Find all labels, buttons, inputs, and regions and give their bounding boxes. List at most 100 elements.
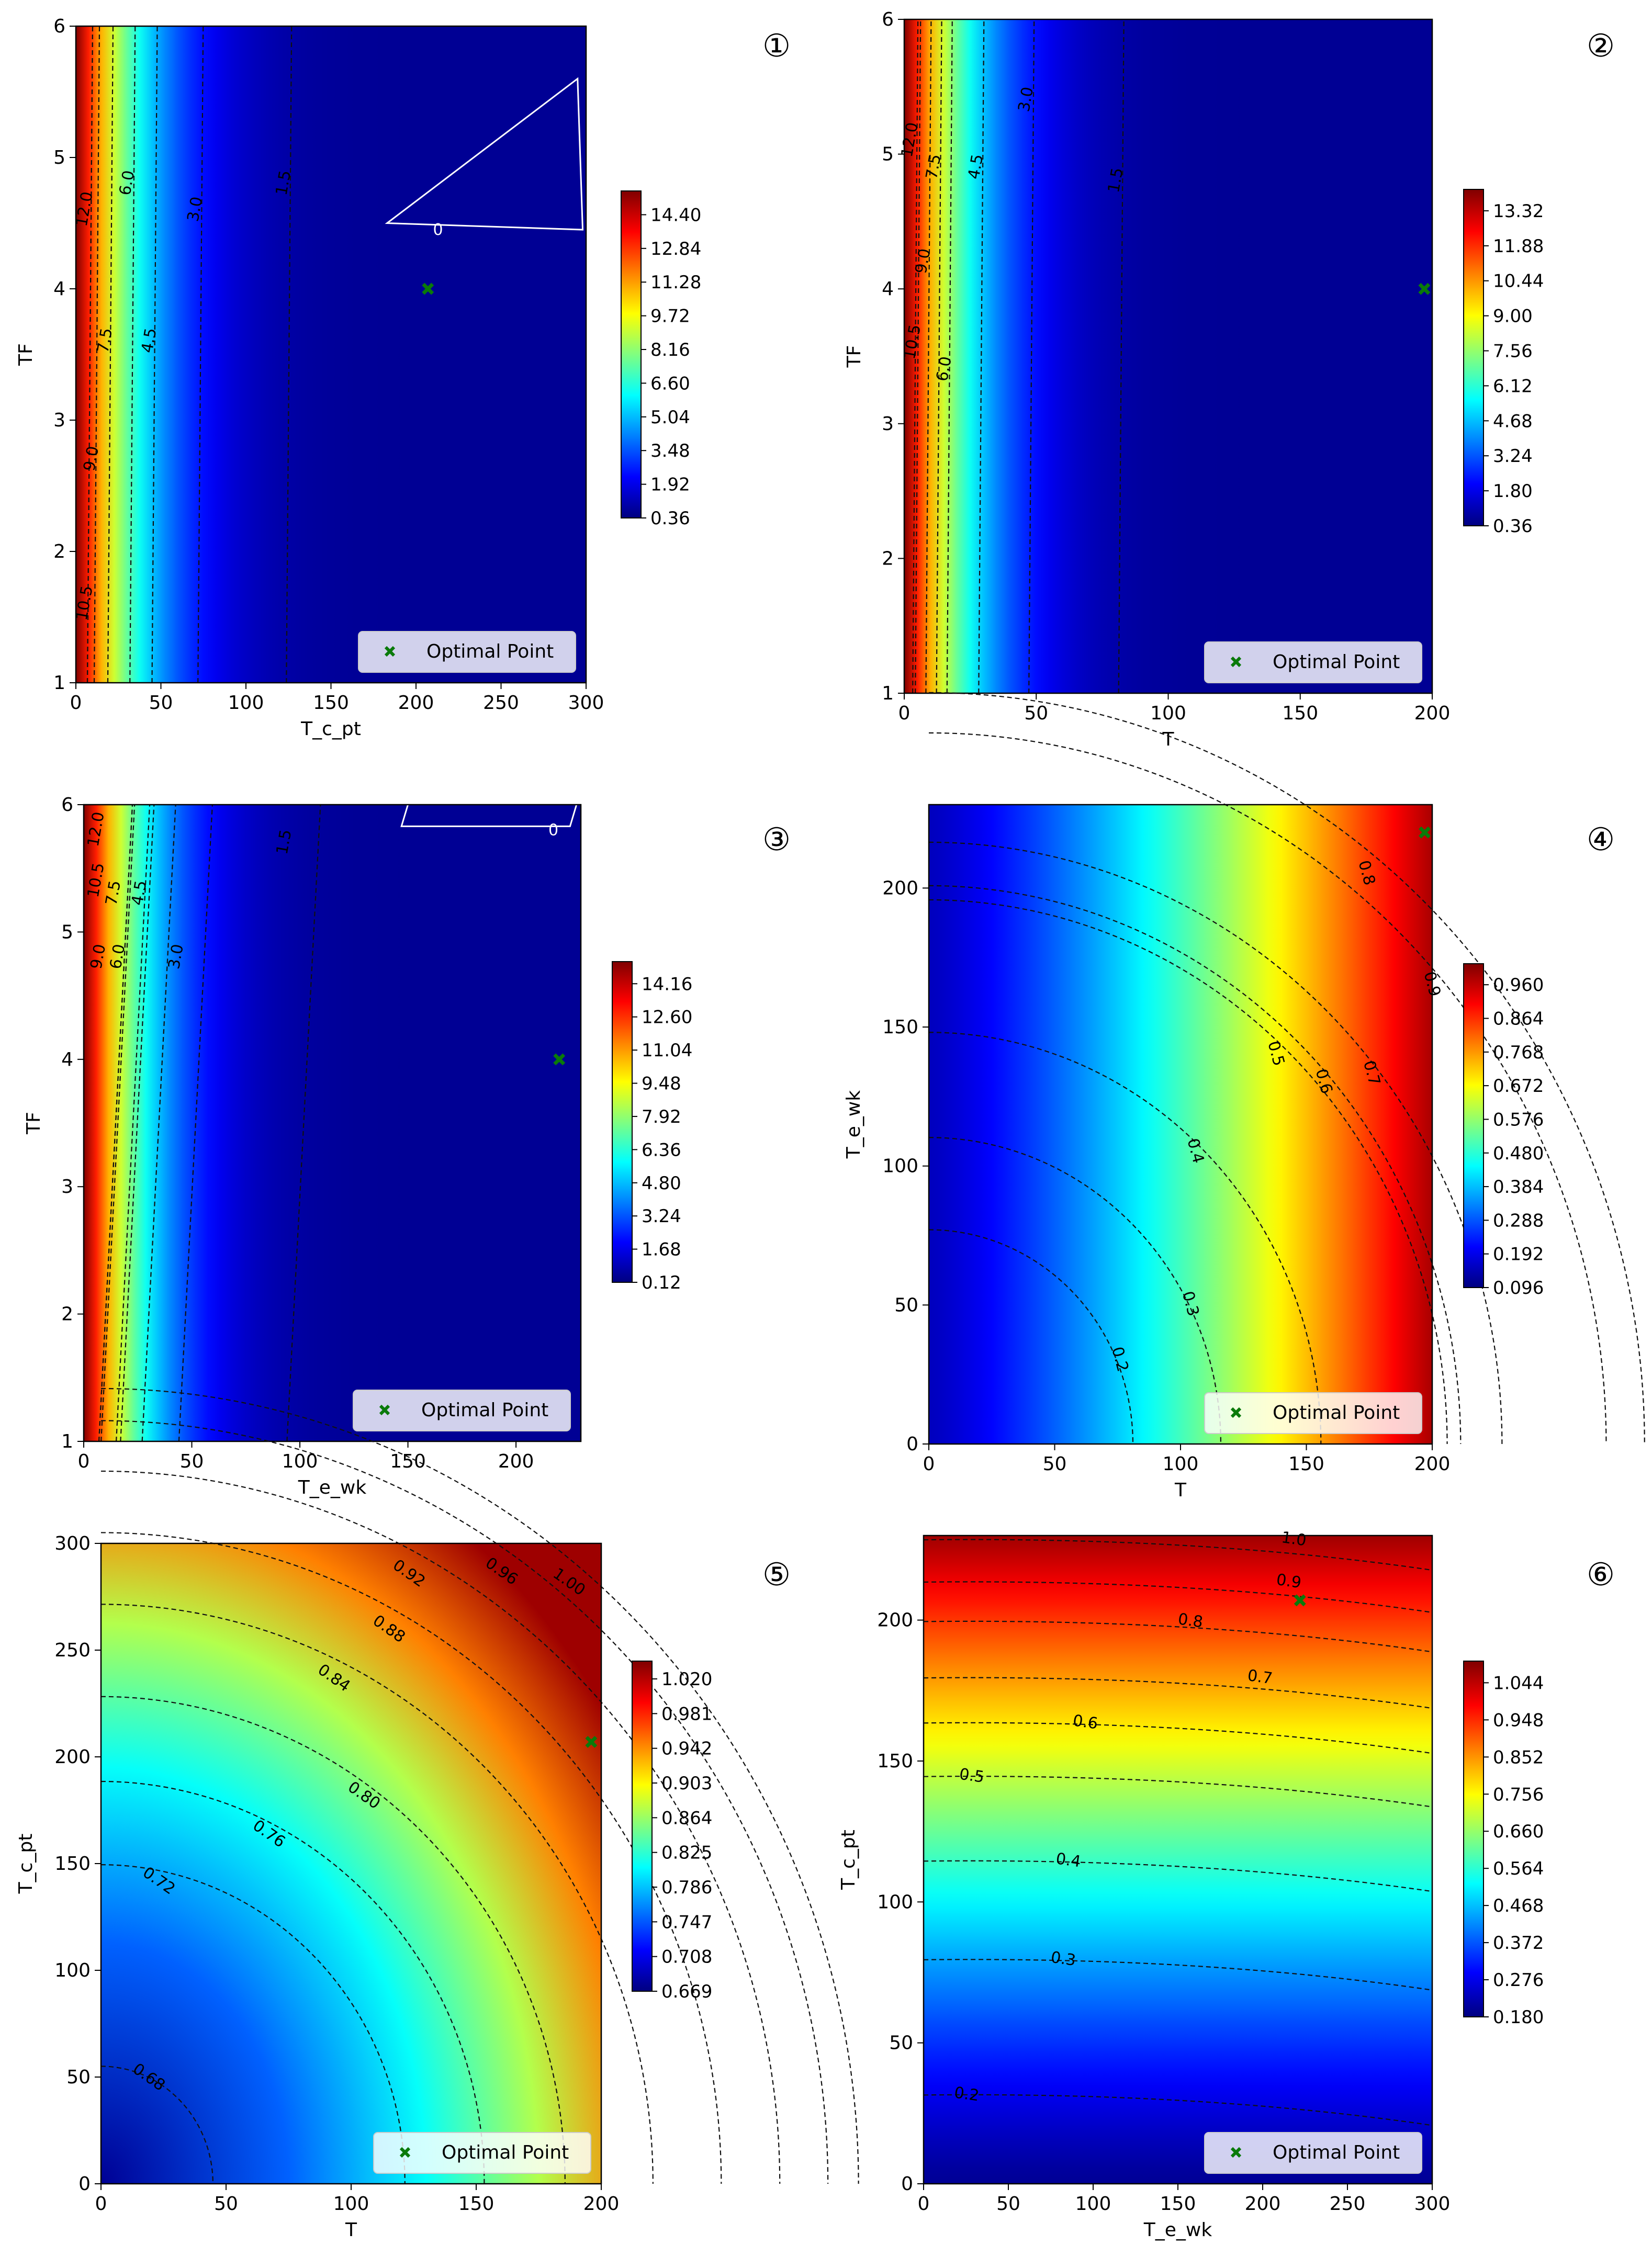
contour-line (978, 19, 985, 694)
y-tick-label: 50 (894, 1294, 918, 1316)
x-axis-label: T (1174, 1480, 1187, 1501)
legend-label: Optimal Point (1273, 651, 1400, 673)
x-tick-label: 0 (95, 2193, 107, 2215)
optimal-point-marker (553, 1053, 566, 1066)
plot-frame (83, 804, 582, 1442)
y-tick-label: 4 (53, 278, 65, 300)
legend-label: Optimal Point (1273, 1402, 1400, 1424)
contour-label: 1.5 (273, 828, 296, 856)
colorbar-tick-label: 5.04 (650, 407, 690, 428)
x-tick-label: 50 (214, 2193, 238, 2215)
y-tick-label: 4 (61, 1049, 73, 1070)
contour-line (928, 1137, 1222, 1445)
x-tick-label: 50 (180, 1451, 204, 1472)
legend-box (373, 2132, 591, 2174)
legend-marker (379, 1404, 390, 1416)
contour-line (100, 804, 136, 1442)
colorbar (1463, 963, 1484, 1288)
contour-label: 7.5 (102, 879, 125, 907)
contour-line (286, 804, 321, 1442)
colorbar-tick-label: 11.04 (642, 1040, 692, 1061)
y-tick-label: 2 (53, 541, 65, 562)
x-tick-label: 50 (996, 2193, 1020, 2215)
colorbar-tick-label: 0.480 (1493, 1143, 1544, 1164)
contour-line (120, 804, 155, 1442)
colorbar (632, 1661, 653, 1992)
zero-contour-label: 0 (548, 821, 558, 840)
contour-label: 1.5 (273, 169, 295, 197)
panel-number: ② (1587, 28, 1615, 64)
y-tick-label: 50 (66, 2067, 91, 2088)
legend-box (353, 1390, 571, 1431)
x-axis-label: T_c_pt (300, 718, 361, 740)
colorbar-tick-label: 0.942 (661, 1739, 712, 1759)
y-tick-label: 250 (54, 1640, 91, 1661)
colorbar-tick-label: 6.60 (650, 373, 690, 394)
x-tick-label: 150 (458, 2193, 495, 2215)
y-tick-label: 0 (901, 2173, 913, 2195)
colorbar-tick-label: 6.12 (1493, 376, 1533, 397)
y-axis-label: TF (844, 345, 865, 368)
optimal-point-marker (1418, 283, 1431, 295)
y-tick-label: 50 (889, 2033, 913, 2054)
plot-area (904, 19, 1432, 693)
colorbar-tick-label: 0.903 (661, 1773, 712, 1794)
x-tick-label: 0 (78, 1451, 90, 1472)
contour-line (1118, 19, 1125, 694)
legend-marker (1230, 656, 1242, 668)
plot-area (76, 26, 586, 683)
legend-label: Optimal Point (426, 641, 554, 662)
colorbar-tick-label: 0.864 (661, 1808, 712, 1829)
colorbar-tick-label: 12.60 (642, 1007, 692, 1028)
contour-label: 9.0 (80, 445, 103, 472)
y-tick-label: 150 (54, 1853, 91, 1875)
colorbar-tick-label: 0.288 (1493, 1210, 1544, 1231)
contour-lines (912, 19, 1125, 694)
x-tick-label: 200 (1245, 2193, 1281, 2215)
legend-box (1204, 2132, 1422, 2174)
optimal-point-marker (1294, 1594, 1306, 1607)
legend-marker (1230, 1407, 1242, 1418)
contour-label: 0.4 (1055, 1849, 1082, 1871)
x-tick-label: 150 (313, 692, 349, 714)
y-tick-label: 2 (61, 1304, 73, 1325)
colorbar-tick-label: 6.36 (642, 1139, 681, 1160)
x-tick-label: 200 (583, 2193, 620, 2215)
x-tick-label: 0 (923, 1453, 935, 1475)
x-tick-label: 250 (483, 692, 519, 714)
colorbar-tick-label: 0.756 (1493, 1784, 1544, 1805)
contour-label: 7.5 (923, 153, 945, 180)
x-axis-label: T (345, 2219, 357, 2241)
contour-label: 0.8 (1177, 1610, 1204, 1631)
colorbar-tick-label: 0.747 (661, 1912, 712, 1933)
panel-5: 0.680.720.760.800.840.880.92 0.96 1.00Opti… (15, 1387, 859, 2241)
contour-line (923, 1581, 1433, 1613)
x-tick-label: 300 (1414, 2193, 1451, 2215)
colorbar-tick-label: 0.372 (1493, 1933, 1544, 1954)
colorbar-tick-label: 14.16 (642, 974, 692, 995)
x-tick-label: 150 (1288, 1453, 1324, 1475)
contour-lines (100, 1387, 859, 2184)
colorbar-tick-label: 1.80 (1493, 481, 1533, 502)
colorbar-tick-label: 0.276 (1493, 1970, 1544, 1991)
y-tick-label: 5 (882, 144, 894, 165)
y-tick-label: 100 (882, 1156, 918, 1177)
plot-area (84, 805, 581, 1441)
y-tick-label: 6 (61, 794, 73, 816)
colorbar-tick-label: 3.48 (650, 441, 690, 461)
contour-label: 3.0 (184, 195, 207, 223)
y-axis-label: T_c_pt (15, 1834, 37, 1894)
colorbar-tick-label: 10.44 (1493, 271, 1544, 292)
x-tick-label: 50 (1043, 1453, 1067, 1475)
colorbar-tick-label: 0.852 (1493, 1747, 1544, 1768)
y-tick-label: 3 (882, 413, 894, 435)
contour-label: 0.5 (958, 1765, 985, 1787)
y-tick-label: 200 (877, 1610, 913, 1631)
x-tick-label: 150 (390, 1451, 426, 1472)
colorbar-tick-label: 0.981 (661, 1703, 712, 1724)
contour-line (1028, 19, 1035, 694)
contour-lines (98, 804, 321, 1442)
